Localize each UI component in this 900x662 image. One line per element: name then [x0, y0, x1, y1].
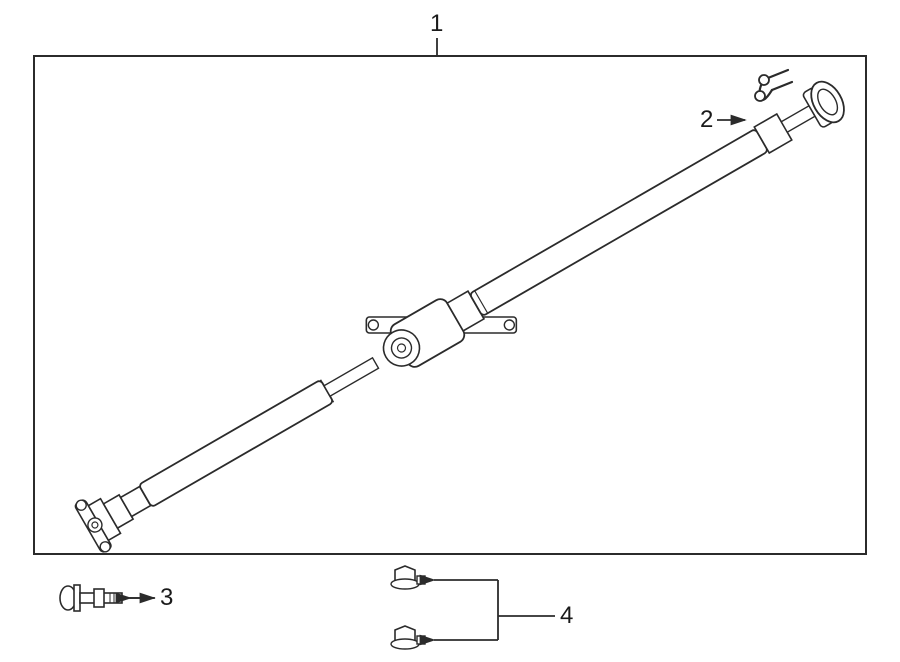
rear-cup — [801, 76, 851, 130]
bolt-4-upper — [391, 566, 425, 589]
front-tube — [139, 380, 334, 508]
callout-2-label: 2 — [700, 106, 713, 134]
bolt-4-lower — [391, 626, 425, 649]
slip-shaft — [324, 358, 378, 396]
diagram-stage: 1 2 3 4 — [0, 0, 900, 662]
diagram-svg — [0, 0, 900, 662]
rear-tube — [469, 129, 768, 317]
bolt-3 — [60, 585, 122, 611]
rear-stub — [781, 106, 815, 132]
callout-4-leader — [434, 580, 555, 640]
retainer-clip — [755, 70, 792, 101]
callout-3-label: 3 — [160, 584, 173, 612]
callout-1-label: 1 — [430, 10, 443, 38]
callout-4-label: 4 — [560, 602, 573, 630]
